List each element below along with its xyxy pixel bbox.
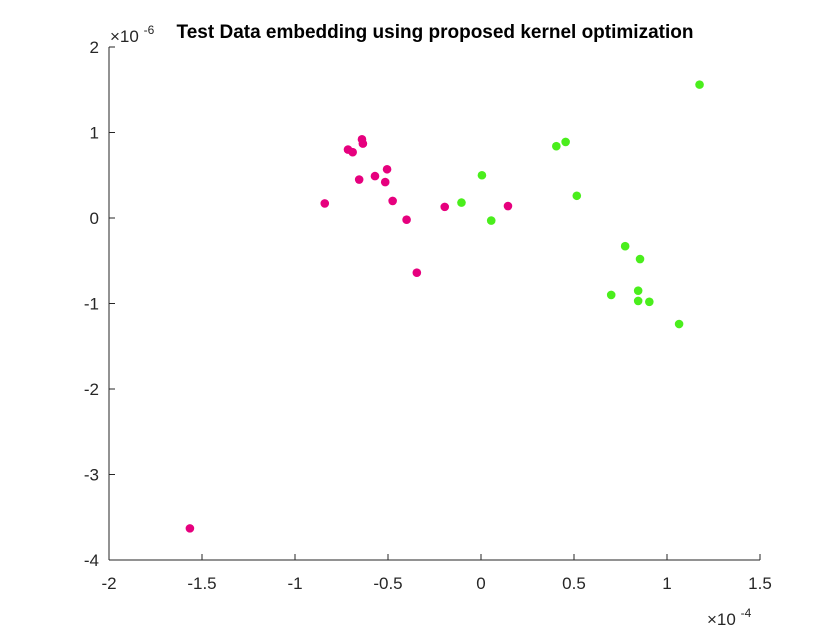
data-point bbox=[412, 268, 422, 278]
data-point bbox=[645, 297, 654, 307]
chart-title: Test Data embedding using proposed kerne… bbox=[177, 22, 694, 43]
data-point bbox=[606, 290, 616, 300]
data-point bbox=[457, 198, 466, 207]
x-tick-label: -1.5 bbox=[187, 574, 216, 593]
x-axis-multiplier: ×10 -4 bbox=[707, 606, 752, 629]
y-tick-label: -3 bbox=[84, 466, 99, 485]
data-point bbox=[620, 241, 630, 251]
x-tick-label: 0.5 bbox=[562, 574, 586, 593]
data-point bbox=[503, 201, 513, 211]
data-point bbox=[185, 524, 195, 533]
x-tick-label: -0.5 bbox=[373, 574, 402, 593]
data-point bbox=[477, 170, 487, 180]
x-multiplier-exponent: -4 bbox=[741, 606, 752, 620]
x-tick-label: -2 bbox=[101, 574, 116, 593]
data-point bbox=[440, 202, 450, 212]
data-point bbox=[572, 191, 582, 201]
y-tick-label: -1 bbox=[84, 295, 99, 314]
y-ticks: -4 -3 -2 -1 0 1 2 bbox=[84, 38, 115, 570]
data-point bbox=[695, 80, 704, 89]
x-tick-label: 1 bbox=[662, 574, 671, 593]
data-point bbox=[561, 137, 570, 147]
data-point bbox=[633, 296, 643, 306]
data-point bbox=[402, 215, 411, 225]
data-point bbox=[552, 141, 561, 151]
data-point bbox=[320, 199, 330, 208]
data-points bbox=[185, 80, 704, 533]
x-tick-label: -1 bbox=[287, 574, 302, 593]
y-multiplier-exponent: -6 bbox=[144, 23, 155, 37]
data-point bbox=[635, 254, 645, 264]
axes bbox=[108, 47, 760, 561]
data-point bbox=[358, 139, 368, 148]
data-point bbox=[633, 286, 643, 295]
y-tick-label: 1 bbox=[90, 124, 99, 143]
y-tick-label: 0 bbox=[90, 209, 99, 228]
data-point bbox=[486, 216, 496, 225]
data-point bbox=[674, 319, 684, 329]
y-axis-multiplier: ×10 -6 bbox=[110, 23, 155, 46]
y-tick-label: 2 bbox=[90, 38, 99, 57]
data-point bbox=[388, 196, 397, 206]
y-multiplier-base: ×10 bbox=[110, 27, 139, 46]
data-point bbox=[354, 175, 364, 184]
series-1 bbox=[185, 135, 513, 533]
x-tick-label: 0 bbox=[476, 574, 485, 593]
x-multiplier-base: ×10 bbox=[707, 610, 736, 629]
y-tick-label: -2 bbox=[84, 380, 99, 399]
y-tick-label: -4 bbox=[84, 551, 99, 570]
data-point bbox=[380, 177, 390, 187]
data-point bbox=[348, 147, 357, 157]
series-2 bbox=[457, 80, 704, 329]
data-point bbox=[382, 164, 392, 174]
x-tick-label: 1.5 bbox=[748, 574, 772, 593]
x-ticks: -2 -1.5 -1 -0.5 0 0.5 1 1.5 bbox=[101, 554, 772, 593]
data-point bbox=[370, 171, 380, 181]
